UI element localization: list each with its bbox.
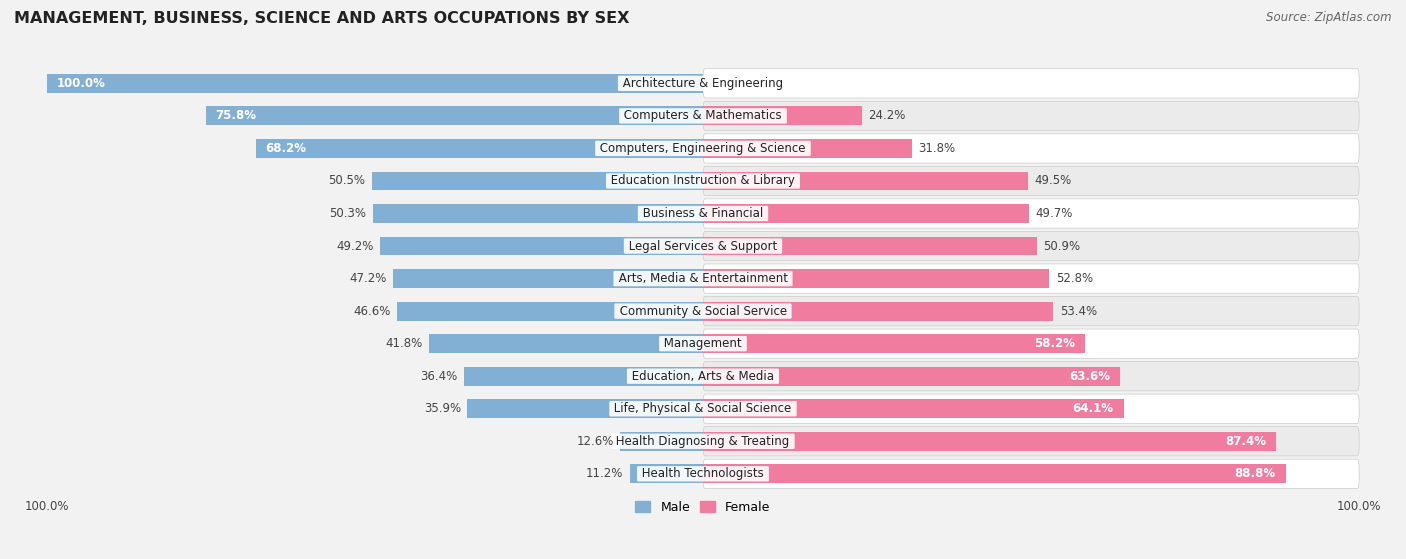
Text: 53.4%: 53.4% xyxy=(1060,305,1097,318)
Bar xyxy=(398,302,703,320)
Text: Health Diagnosing & Treating: Health Diagnosing & Treating xyxy=(613,435,793,448)
Text: 50.9%: 50.9% xyxy=(1043,240,1081,253)
FancyBboxPatch shape xyxy=(703,167,1360,196)
FancyBboxPatch shape xyxy=(703,329,1360,358)
FancyBboxPatch shape xyxy=(703,69,1360,98)
FancyBboxPatch shape xyxy=(703,199,1360,228)
Text: Source: ZipAtlas.com: Source: ZipAtlas.com xyxy=(1267,11,1392,24)
Bar xyxy=(703,269,1049,288)
Text: 63.6%: 63.6% xyxy=(1070,369,1111,383)
Text: Management: Management xyxy=(661,337,745,350)
Bar xyxy=(620,432,703,451)
Bar xyxy=(46,74,703,93)
Bar xyxy=(703,432,1277,451)
Bar xyxy=(256,139,703,158)
Bar xyxy=(205,106,703,125)
Text: 88.8%: 88.8% xyxy=(1234,467,1275,480)
Text: 41.8%: 41.8% xyxy=(385,337,422,350)
Text: 49.7%: 49.7% xyxy=(1036,207,1073,220)
FancyBboxPatch shape xyxy=(703,101,1360,131)
FancyBboxPatch shape xyxy=(703,459,1360,489)
Legend: Male, Female: Male, Female xyxy=(630,496,776,519)
Text: Computers, Engineering & Science: Computers, Engineering & Science xyxy=(596,142,810,155)
Text: Architecture & Engineering: Architecture & Engineering xyxy=(619,77,787,90)
FancyBboxPatch shape xyxy=(703,134,1360,163)
Bar xyxy=(703,399,1123,418)
Text: MANAGEMENT, BUSINESS, SCIENCE AND ARTS OCCUPATIONS BY SEX: MANAGEMENT, BUSINESS, SCIENCE AND ARTS O… xyxy=(14,11,630,26)
Text: Life, Physical & Social Science: Life, Physical & Social Science xyxy=(610,402,796,415)
Text: 12.6%: 12.6% xyxy=(576,435,614,448)
Text: Computers & Mathematics: Computers & Mathematics xyxy=(620,110,786,122)
Text: 47.2%: 47.2% xyxy=(349,272,387,285)
Text: 75.8%: 75.8% xyxy=(215,110,256,122)
FancyBboxPatch shape xyxy=(703,427,1360,456)
Text: 58.2%: 58.2% xyxy=(1033,337,1076,350)
Bar xyxy=(703,106,862,125)
Text: 35.9%: 35.9% xyxy=(423,402,461,415)
FancyBboxPatch shape xyxy=(703,394,1360,423)
Text: 31.8%: 31.8% xyxy=(918,142,955,155)
Text: 68.2%: 68.2% xyxy=(266,142,307,155)
FancyBboxPatch shape xyxy=(703,296,1360,326)
Text: 100.0%: 100.0% xyxy=(25,500,69,513)
Text: 87.4%: 87.4% xyxy=(1226,435,1267,448)
Bar xyxy=(373,204,703,223)
Bar xyxy=(703,367,1121,386)
Bar xyxy=(703,204,1029,223)
Text: 100.0%: 100.0% xyxy=(1337,500,1381,513)
Text: 24.2%: 24.2% xyxy=(869,110,905,122)
Text: Arts, Media & Entertainment: Arts, Media & Entertainment xyxy=(614,272,792,285)
FancyBboxPatch shape xyxy=(703,362,1360,391)
Bar xyxy=(467,399,703,418)
Text: Health Technologists: Health Technologists xyxy=(638,467,768,480)
Bar xyxy=(703,236,1038,255)
Bar xyxy=(703,302,1053,320)
Text: 11.2%: 11.2% xyxy=(585,467,623,480)
Text: 50.3%: 50.3% xyxy=(329,207,367,220)
Bar xyxy=(703,172,1028,191)
Text: 46.6%: 46.6% xyxy=(353,305,391,318)
Text: Legal Services & Support: Legal Services & Support xyxy=(626,240,780,253)
Text: 64.1%: 64.1% xyxy=(1073,402,1114,415)
Bar xyxy=(703,139,911,158)
Bar xyxy=(703,465,1285,483)
Text: Education, Arts & Media: Education, Arts & Media xyxy=(628,369,778,383)
Text: 49.2%: 49.2% xyxy=(336,240,374,253)
Text: 36.4%: 36.4% xyxy=(420,369,457,383)
Bar xyxy=(380,236,703,255)
Text: Business & Financial: Business & Financial xyxy=(638,207,768,220)
Text: 52.8%: 52.8% xyxy=(1056,272,1092,285)
Text: 100.0%: 100.0% xyxy=(56,77,105,90)
Text: 50.5%: 50.5% xyxy=(328,174,366,187)
Bar xyxy=(464,367,703,386)
Bar xyxy=(703,334,1085,353)
FancyBboxPatch shape xyxy=(703,231,1360,260)
Bar xyxy=(429,334,703,353)
Bar xyxy=(630,465,703,483)
Text: 49.5%: 49.5% xyxy=(1035,174,1071,187)
Text: Community & Social Service: Community & Social Service xyxy=(616,305,790,318)
Bar xyxy=(394,269,703,288)
Bar xyxy=(371,172,703,191)
Text: Education Instruction & Library: Education Instruction & Library xyxy=(607,174,799,187)
FancyBboxPatch shape xyxy=(703,264,1360,293)
